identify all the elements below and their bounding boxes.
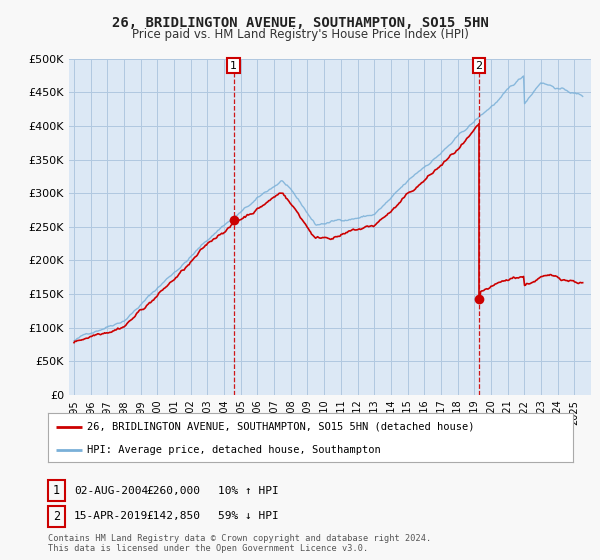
Text: 10% ↑ HPI: 10% ↑ HPI xyxy=(218,486,278,496)
Text: HPI: Average price, detached house, Southampton: HPI: Average price, detached house, Sout… xyxy=(88,445,381,455)
Text: Contains HM Land Registry data © Crown copyright and database right 2024.
This d: Contains HM Land Registry data © Crown c… xyxy=(48,534,431,553)
Text: 15-APR-2019: 15-APR-2019 xyxy=(74,511,148,521)
Text: Price paid vs. HM Land Registry's House Price Index (HPI): Price paid vs. HM Land Registry's House … xyxy=(131,28,469,41)
Text: 26, BRIDLINGTON AVENUE, SOUTHAMPTON, SO15 5HN (detached house): 26, BRIDLINGTON AVENUE, SOUTHAMPTON, SO1… xyxy=(88,422,475,432)
Text: £142,850: £142,850 xyxy=(146,511,200,521)
Text: 59% ↓ HPI: 59% ↓ HPI xyxy=(218,511,278,521)
Text: 2: 2 xyxy=(53,510,60,523)
Text: 02-AUG-2004: 02-AUG-2004 xyxy=(74,486,148,496)
Text: 1: 1 xyxy=(53,484,60,497)
Text: 2: 2 xyxy=(476,60,482,71)
Text: £260,000: £260,000 xyxy=(146,486,200,496)
Text: 1: 1 xyxy=(230,60,237,71)
Text: 26, BRIDLINGTON AVENUE, SOUTHAMPTON, SO15 5HN: 26, BRIDLINGTON AVENUE, SOUTHAMPTON, SO1… xyxy=(112,16,488,30)
